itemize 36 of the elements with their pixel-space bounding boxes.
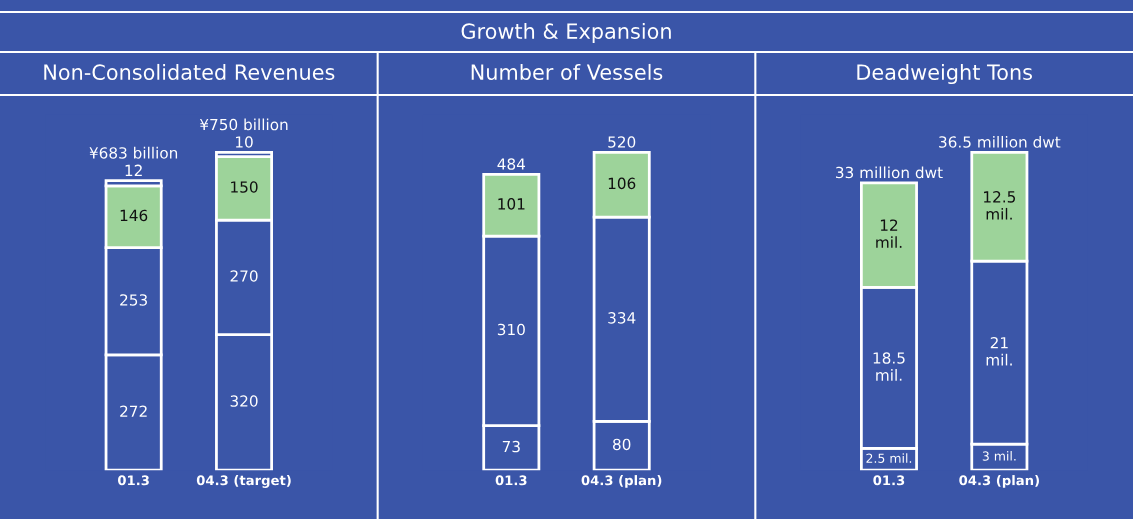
data-label: 80	[613, 438, 631, 451]
data-label: 270	[230, 270, 258, 282]
total-label: ¥750 billion	[199, 118, 288, 131]
data-label: 310	[497, 323, 525, 336]
data-label: 101	[498, 198, 525, 210]
data-label: 3 mil.	[982, 451, 1016, 461]
data-label: 334	[608, 312, 636, 324]
chart-title: Deadweight Tons	[857, 63, 1032, 85]
chart-title: Number of Vessels	[471, 63, 663, 81]
x-tick-label: 01.3	[873, 475, 905, 486]
data-label: 272	[120, 405, 147, 417]
total-label: 520	[608, 136, 636, 148]
data-label: 12.5 mil.	[984, 191, 1016, 220]
total-label: 33 million dwt	[836, 166, 943, 179]
total-label: 484	[497, 158, 526, 170]
x-tick-label: 04.3 (plan)	[959, 475, 1039, 488]
data-label: 320	[230, 395, 258, 407]
data-label: 146	[120, 209, 148, 222]
total-label: ¥683 billion	[89, 146, 178, 159]
data-label: 12	[125, 164, 142, 176]
data-label: 106	[608, 177, 636, 190]
x-tick-label: 01.3	[495, 475, 527, 486]
data-label: 73	[502, 440, 520, 453]
x-tick-label: 04.3 (target)	[196, 475, 291, 488]
x-tick-label: 01.3	[117, 475, 149, 486]
text: Growth & Expansion	[461, 22, 671, 44]
x-tick-label: 04.3 (plan)	[581, 475, 662, 488]
data-label: 2.5 mil.	[866, 453, 912, 463]
data-label: 18.5 mil.	[873, 352, 905, 381]
data-label: 21 mil.	[986, 336, 1012, 366]
data-label: 10	[235, 136, 253, 148]
chart-title: Non-Consolidated Revenues	[44, 63, 335, 81]
data-label: 12 mil.	[876, 219, 902, 248]
data-label: 150	[231, 181, 258, 193]
total-label: 36.5 million dwt	[939, 135, 1061, 148]
data-label: 253	[120, 294, 147, 306]
